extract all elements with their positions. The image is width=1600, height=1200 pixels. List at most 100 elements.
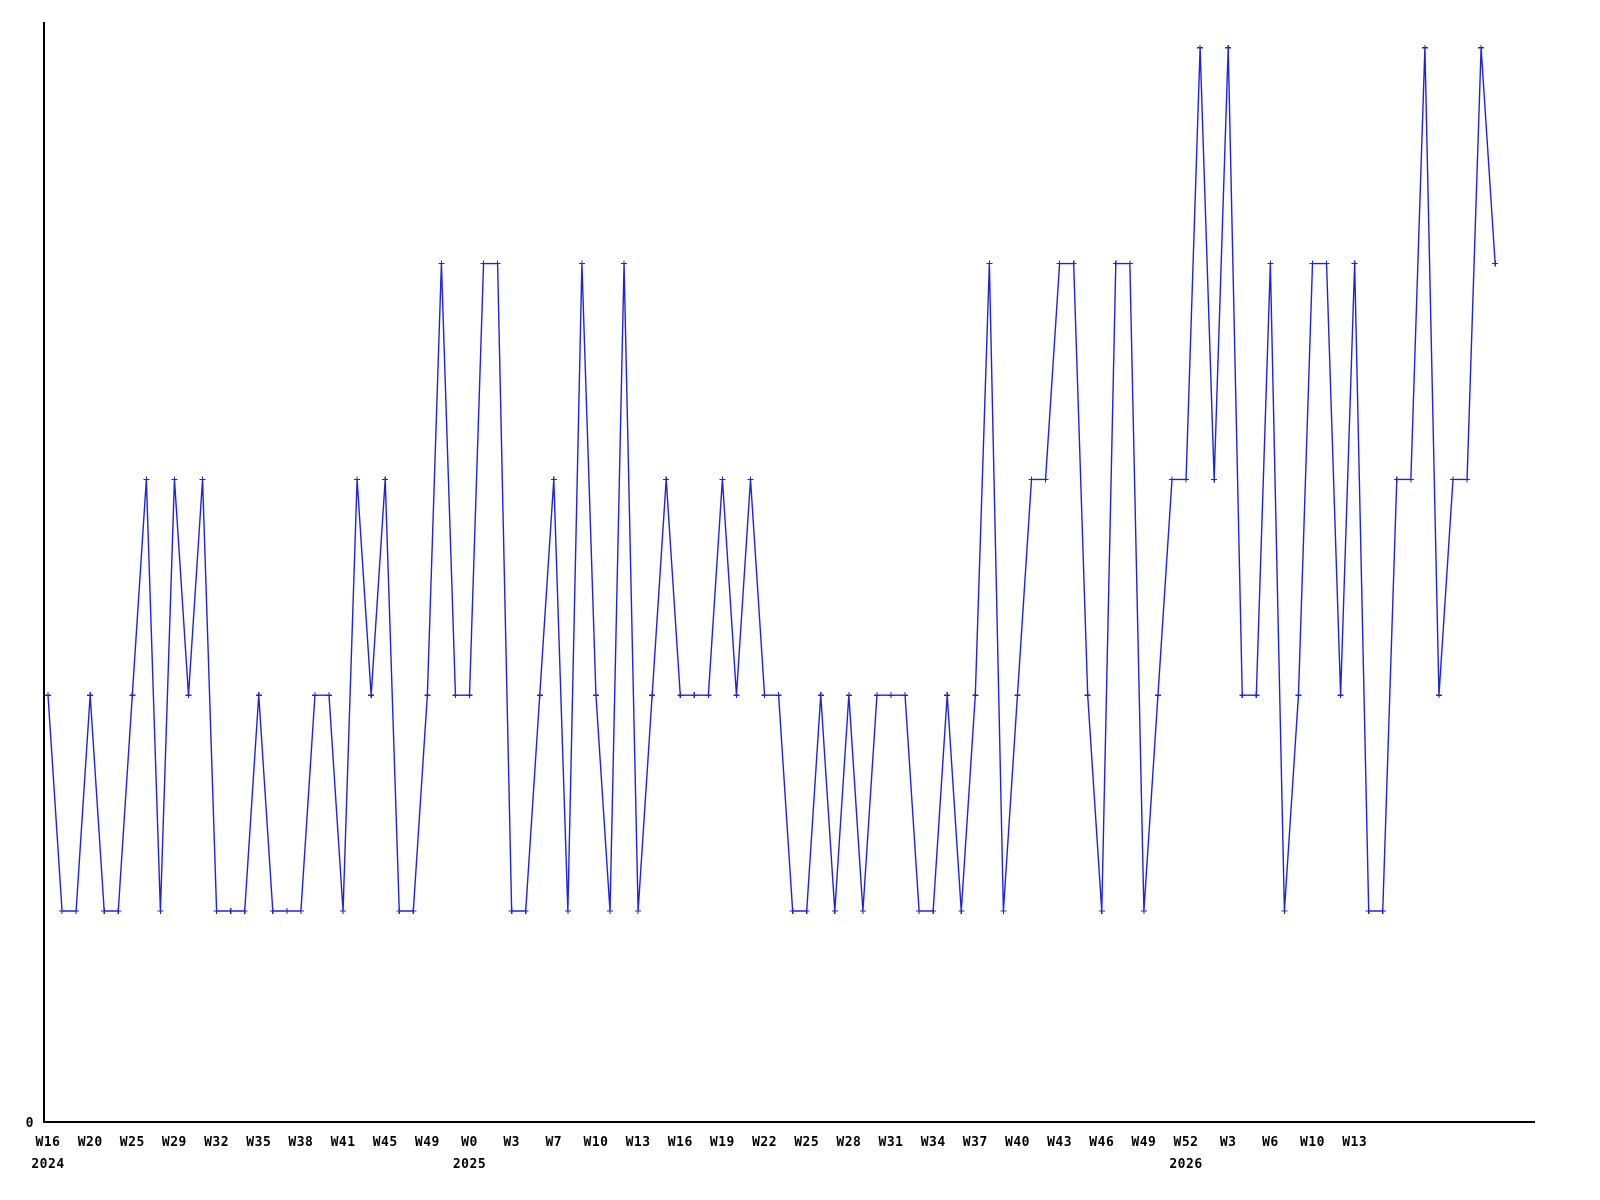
data-point-marker [1028,476,1035,483]
axes-group [43,22,1535,1123]
data-point-marker [775,692,782,699]
data-point-marker [1379,908,1386,914]
x-tick-label: W13 [626,1135,651,1150]
x-tick-label: W41 [331,1135,356,1150]
data-point-marker [410,908,417,914]
x-tick-label: W28 [836,1135,861,1150]
x-tick-label: W29 [162,1135,187,1150]
data-point-marker [972,692,979,699]
x-tick-label: W19 [710,1135,735,1150]
x-tick-label: W31 [879,1135,904,1150]
x-tick-label: W0 [461,1135,478,1150]
data-point-marker [733,692,740,699]
data-point-marker [831,908,838,914]
data-point-marker [888,692,894,699]
x-tick-label: W45 [373,1135,398,1150]
data-point-marker [1337,692,1344,699]
data-point-marker [550,476,557,483]
data-point-marker [1000,908,1007,914]
data-point-marker [452,692,459,699]
data-point-marker [1323,260,1330,267]
data-point-marker [494,260,501,267]
x-tick-label: W37 [963,1135,988,1150]
data-point-marker [1435,692,1442,699]
data-point-marker [789,908,796,914]
data-point-marker [1464,476,1471,483]
data-point-marker [368,692,375,699]
data-point-marker [1295,692,1302,699]
x-tick-label: W32 [204,1135,229,1150]
x-tick-label: W3 [503,1135,520,1150]
data-point-marker [1084,692,1091,699]
data-point-marker [691,692,698,699]
data-point-marker [1014,692,1021,699]
x-tick-label: W22 [752,1135,777,1150]
data-point-marker [129,692,136,699]
x-tick-label: W46 [1089,1135,1114,1150]
data-point-marker [705,692,712,699]
x-axis-year-label: 2024 [31,1157,64,1172]
data-point-marker [677,692,684,699]
data-point-marker [522,908,529,914]
data-point-marker [508,908,515,914]
data-point-marker [916,908,923,914]
data-point-marker [297,908,304,914]
x-tick-label: W34 [921,1135,946,1150]
series-markers [45,44,1499,914]
data-point-marker [396,908,403,914]
data-point-marker [845,692,852,699]
x-tick-label: W49 [415,1135,440,1150]
data-point-marker [578,260,585,267]
x-tick-label: W25 [794,1135,819,1150]
data-point-marker [1450,476,1456,483]
data-point-marker [1140,908,1147,914]
data-point-marker [1126,260,1133,267]
data-point-marker [1393,476,1400,483]
data-point-marker [859,908,866,914]
data-point-marker [199,476,206,483]
data-point-marker [480,260,487,267]
data-point-marker [564,908,571,914]
data-point-marker [269,908,276,914]
data-point-marker [986,260,993,267]
data-point-marker [1211,476,1218,483]
x-tick-label: W20 [78,1135,103,1150]
data-point-marker [171,476,178,483]
data-point-marker [157,908,164,914]
x-tick-label: W3 [1220,1135,1237,1150]
x-tick-label: W52 [1174,1135,1199,1150]
x-tick-label: W16 [36,1135,61,1150]
data-point-marker [1098,908,1105,914]
data-point-marker [1267,260,1274,267]
data-point-marker [817,692,824,699]
data-point-marker [1197,44,1204,51]
data-point-marker [1253,692,1260,699]
data-point-marker [1309,260,1316,267]
data-point-marker [59,908,66,914]
data-point-marker [424,692,431,699]
data-point-marker [1183,476,1190,483]
x-axis-year-labels: 2024 2025 2026 [31,1157,1202,1172]
data-point-marker [143,476,150,483]
data-point-marker [185,692,192,699]
axis-lines [43,22,1535,1123]
x-axis-tick-labels: W16 W20 W25 W29 W32 W35 W38 W41 W45 W49 W0 W3 W7 W10 W… [36,1135,1367,1150]
x-tick-label: W10 [584,1135,609,1150]
data-point-marker [1056,260,1063,267]
data-point-marker [73,908,80,914]
data-point-marker [803,908,810,914]
data-point-marker [1421,44,1428,51]
data-point-marker [354,476,361,483]
x-axis-year-label: 2025 [453,1157,486,1172]
data-point-marker [607,908,613,914]
data-point-marker [1351,260,1358,267]
data-point-marker [101,908,108,914]
data-point-marker [311,692,318,699]
data-point-marker [536,692,543,699]
x-tick-label: W10 [1300,1135,1325,1150]
data-point-marker [1365,908,1372,914]
data-point-marker [1042,476,1049,483]
y-tick-label: 0 [26,1116,34,1131]
